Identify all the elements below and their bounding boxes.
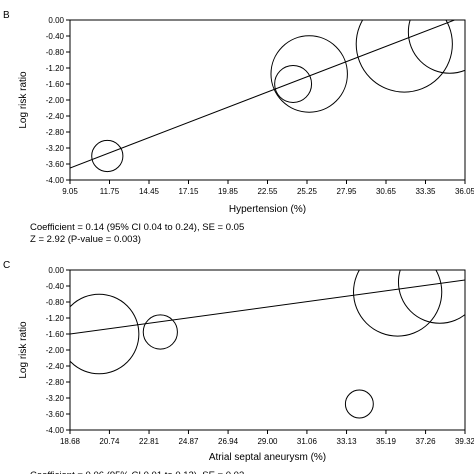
y-tick-label: -2.00 bbox=[46, 96, 65, 105]
x-tick-label: 11.75 bbox=[100, 187, 120, 196]
plot-frame bbox=[69, 269, 466, 431]
x-tick-label: 18.68 bbox=[60, 437, 81, 446]
x-tick-label: 29.00 bbox=[257, 437, 278, 446]
x-tick-label: 36.05 bbox=[455, 187, 474, 196]
study-bubble bbox=[70, 293, 140, 375]
y-tick-label: -1.60 bbox=[46, 330, 65, 339]
panel-c: C 0.00 -0.40 -0.80 -1.20 -1.60 -2.00 -2.40 -2.80… bbox=[3, 260, 474, 474]
x-tick-label: 20.74 bbox=[99, 437, 120, 446]
x-tick-label: 24.87 bbox=[178, 437, 199, 446]
x-tick-label: 33.35 bbox=[415, 187, 436, 196]
y-tick-label: -1.20 bbox=[46, 64, 65, 73]
study-bubble bbox=[355, 20, 453, 93]
statistics-annotation: Coefficient = 0.06 (95% CI 0.01 to 0.12)… bbox=[30, 470, 244, 474]
x-tick-label: 31.06 bbox=[297, 437, 318, 446]
y-tick-label: -3.20 bbox=[46, 394, 65, 403]
plot-area bbox=[70, 270, 465, 419]
study-bubble bbox=[270, 35, 348, 113]
regression-line bbox=[70, 279, 465, 335]
panel-b: B 0.00 -0.40 -0.80 -1.20 -1.60 -2.00 -2.40 -2.80… bbox=[3, 10, 474, 245]
y-tick-label: -2.40 bbox=[46, 362, 65, 371]
y-tick-label: -2.80 bbox=[46, 378, 65, 387]
panel-label: C bbox=[3, 260, 10, 271]
study-bubble bbox=[407, 20, 465, 74]
y-tick-label: -3.60 bbox=[46, 410, 65, 419]
y-tick-label: 0.00 bbox=[48, 16, 64, 25]
plot-frame bbox=[69, 19, 466, 181]
study-bubble bbox=[353, 270, 443, 337]
x-tick-label: 22.81 bbox=[139, 437, 160, 446]
x-axis-label: Hypertension (%) bbox=[229, 204, 306, 215]
x-tick-label: 33.13 bbox=[337, 437, 358, 446]
x-tick-label: 14.45 bbox=[139, 187, 160, 196]
study-bubble bbox=[91, 139, 124, 173]
x-tick-label: 39.32 bbox=[455, 437, 474, 446]
study-bubble bbox=[142, 314, 178, 350]
x-tick-label: 37.26 bbox=[416, 437, 437, 446]
y-tick-label: -0.80 bbox=[46, 48, 65, 57]
y-axis-label: Log risk ratio bbox=[18, 321, 29, 379]
y-tick-label: -2.00 bbox=[46, 346, 65, 355]
study-bubble bbox=[344, 389, 374, 419]
x-tick-label: 30.65 bbox=[376, 187, 397, 196]
y-axis-label: Log risk ratio bbox=[18, 71, 29, 129]
x-tick-label: 19.85 bbox=[218, 187, 239, 196]
x-tick-label: 25.25 bbox=[297, 187, 318, 196]
y-tick-label: -4.00 bbox=[46, 176, 65, 185]
y-tick-label: 0.00 bbox=[48, 266, 64, 275]
regression-line bbox=[70, 20, 456, 169]
y-tick-label: -2.80 bbox=[46, 128, 65, 137]
x-tick-label: 27.95 bbox=[336, 187, 357, 196]
statistics-annotation: Z = 2.92 (P-value = 0.003) bbox=[30, 234, 141, 245]
y-tick-label: -1.60 bbox=[46, 80, 65, 89]
x-tick-label: 9.05 bbox=[62, 187, 78, 196]
study-bubble bbox=[397, 270, 465, 324]
y-tick-label: -0.40 bbox=[46, 32, 65, 41]
plot-area bbox=[70, 20, 465, 173]
y-tick-label: -0.40 bbox=[46, 282, 65, 291]
x-tick-label: 26.94 bbox=[218, 437, 239, 446]
x-tick-label: 22.55 bbox=[257, 187, 278, 196]
x-tick-label: 35.19 bbox=[376, 437, 397, 446]
panel-label: B bbox=[3, 10, 10, 21]
study-bubble bbox=[274, 65, 313, 103]
x-tick-label: 17.15 bbox=[178, 187, 199, 196]
y-tick-label: -3.60 bbox=[46, 160, 65, 169]
y-tick-label: -2.40 bbox=[46, 112, 65, 121]
y-tick-label: -1.20 bbox=[46, 314, 65, 323]
y-tick-label: -0.80 bbox=[46, 298, 65, 307]
statistics-annotation: Coefficient = 0.14 (95% CI 0.04 to 0.24)… bbox=[30, 222, 244, 233]
x-axis-label: Atrial septal aneurysm (%) bbox=[209, 452, 326, 463]
y-tick-label: -4.00 bbox=[46, 426, 65, 435]
y-tick-label: -3.20 bbox=[46, 144, 65, 153]
